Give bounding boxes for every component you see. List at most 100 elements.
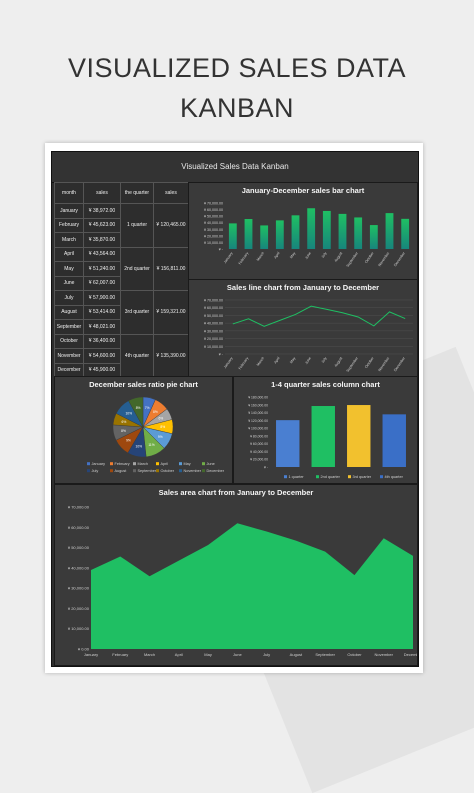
quarter-cell: 3rd quarter [120,290,154,335]
y-tick-label: ¥ 60,000.00 [204,306,223,310]
x-tick-label: July [321,356,328,364]
sales-area [91,523,413,649]
y-tick-label: ¥ 80,000.00 [250,434,268,438]
y-tick-label: ¥ 10,000.00 [204,345,223,349]
legend-swatch [110,462,113,466]
bar [291,215,300,249]
chart-title: December sales ratio pie chart [89,380,198,389]
table-row: January ¥ 38,972.00 1 quarter ¥ 120,465.… [54,203,189,248]
y-tick-label: ¥ 50,000.00 [68,545,90,550]
bar [260,225,269,249]
slice-percent-label: 6% [122,420,127,424]
legend-swatch [348,475,351,479]
legend-label: November [184,469,202,473]
y-tick-label: ¥ 20,000.00 [204,337,223,341]
legend-swatch [380,475,383,479]
legend-label: 2nd quarter [321,475,341,479]
y-tick-label: ¥ 100,000.00 [248,427,268,431]
y-tick-label: ¥ 0.00 [78,647,90,652]
legend-swatch [179,469,182,473]
month-cell: November [54,348,84,364]
y-tick-label: ¥ 10,000.00 [68,626,90,631]
sales-line [232,305,406,327]
legend-swatch [133,462,136,466]
dashboard: Visualized Sales Data Kanban month sales… [51,151,419,667]
quarter-sales-cell: ¥ 156,811.00 [153,246,189,291]
sales-cell: ¥ 43,564.00 [83,246,121,262]
bar [307,208,316,249]
column-header: month [54,182,84,204]
chart-title: January-December sales bar chart [241,186,365,195]
bar [228,223,237,249]
heading-line-2: KANBAN [179,93,295,123]
slice-percent-label: 8% [121,429,126,433]
bar [354,217,363,249]
x-tick-label: January [223,356,234,369]
x-tick-label: June [233,652,242,657]
y-tick-label: ¥ 40,000.00 [204,221,223,225]
legend-label: September [138,469,157,473]
x-tick-label: May [289,356,296,364]
monthly-line-chart-panel: Sales line chart from January to Decembe… [188,279,418,377]
quarter-bar [311,406,335,467]
x-tick-label: June [304,356,312,365]
slice-percent-label: 11% [148,443,154,447]
y-tick-label: ¥ 60,000.00 [204,208,223,212]
month-cell: January [54,203,84,219]
x-tick-label: June [304,251,312,260]
legend-swatch [110,469,113,473]
sales-cell: ¥ 48,021.00 [83,319,121,335]
legend-label: May [184,462,191,466]
legend-label: April [161,462,169,466]
page-heading: VISUALIZED SALES DATA KANBAN [0,48,474,128]
quarter-sales-cell: ¥ 159,321.00 [153,290,189,335]
slice-percent-label: 8% [153,410,158,414]
sales-cell: ¥ 45,623.00 [83,217,121,233]
quarter-bar [347,405,371,467]
quarter-column-chart-panel: 1-4 quarter sales column chart ¥ - ¥ 20,0… [233,376,418,484]
legend-swatch [316,475,319,479]
x-tick-label: March [256,251,265,261]
x-tick-label: November [378,356,391,373]
table-row: March ¥ 35,870.00 [54,232,189,248]
quarter-column-chart: ¥ - ¥ 20,000.00 ¥ 40,000.00 ¥ 60,000.00 ¥ 80… [248,396,406,479]
area-chart-panel: Sales area chart from January to Decembe… [54,484,418,666]
table-row: June ¥ 62,007.00 [54,275,189,291]
x-tick-label: February [112,652,128,657]
slice-percent-label: 6% [158,417,163,421]
x-tick-label: December [404,652,417,657]
quarter-sales-cell: ¥ 135,390.00 [153,333,189,378]
x-tick-label: October [347,652,362,657]
bar [401,218,410,249]
column-header: the quarter [120,182,154,204]
sales-cell: ¥ 54,600.00 [83,348,121,364]
table-row: April ¥ 43,564.00 2nd quarter ¥ 156,811.… [54,246,189,291]
x-tick-label: January [84,652,98,657]
legend-swatch [156,462,159,466]
bar [322,210,331,249]
x-tick-label: November [378,251,391,268]
y-tick-label: ¥ 70,000.00 [68,505,90,510]
x-tick-label: December [393,251,406,268]
x-tick-label: September [346,251,360,268]
slice-percent-label: 9% [158,435,163,439]
legend-label: June [207,462,215,466]
sales-cell: ¥ 38,972.00 [83,203,121,219]
month-cell: March [54,232,84,248]
legend-label: February [115,462,130,466]
y-tick-label: ¥ 140,000.00 [248,411,268,415]
month-cell: February [54,217,84,233]
x-tick-label: March [256,356,265,366]
legend-label: 1 quarter [289,475,305,479]
x-tick-label: July [321,251,328,259]
chart-title: 1-4 quarter sales column chart [271,380,380,389]
x-tick-label: July [263,652,270,657]
chart-title: Sales area chart from January to Decembe… [158,488,314,497]
sales-cell: ¥ 57,900.00 [83,290,121,306]
bar [275,220,284,249]
quarter-cell: 1 quarter [120,203,154,248]
x-tick-label: September [346,356,360,373]
x-tick-label: April [273,251,281,259]
x-tick-label: August [334,356,344,367]
month-cell: July [54,290,84,306]
